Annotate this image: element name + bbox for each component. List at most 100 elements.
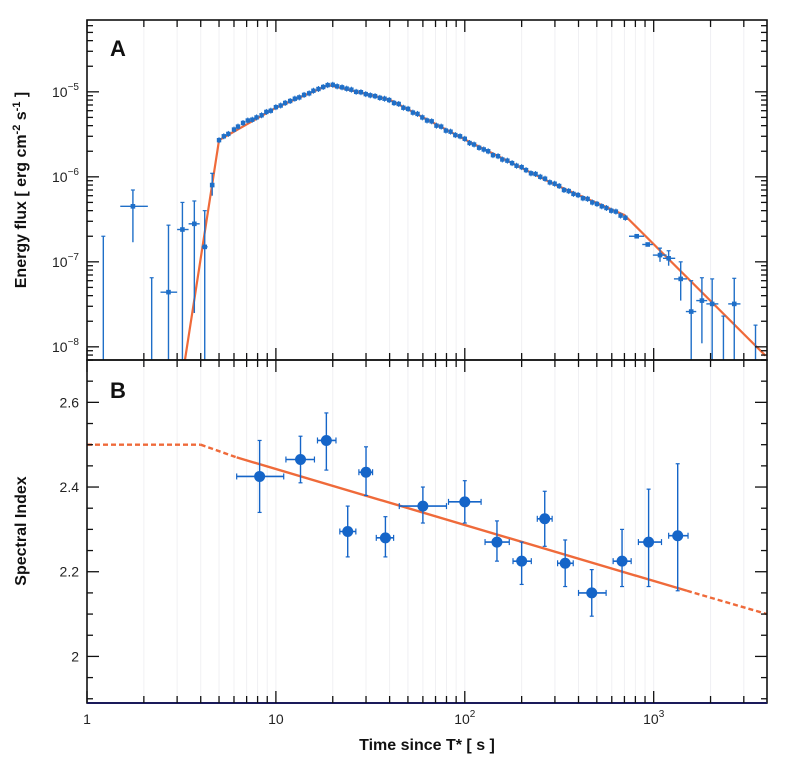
data-point <box>586 587 598 599</box>
data-point <box>415 111 420 117</box>
data-point <box>448 129 453 134</box>
data-point <box>311 88 316 93</box>
data-point <box>429 119 434 124</box>
tick-base: 10 <box>52 84 68 100</box>
data-point <box>556 183 562 189</box>
data-point <box>325 82 330 88</box>
data-point <box>264 109 269 115</box>
tick-base: 10 <box>52 254 68 270</box>
data-point <box>491 536 503 548</box>
data-point <box>344 86 349 91</box>
data-point <box>476 145 482 150</box>
data-point <box>500 157 505 162</box>
data-point <box>613 209 619 214</box>
fit-dashed-early <box>200 443 238 459</box>
data-point <box>523 167 529 173</box>
data-point <box>516 555 528 567</box>
data-point <box>457 134 463 139</box>
data-point <box>594 201 600 207</box>
data-point <box>417 500 429 512</box>
data-point <box>495 153 501 159</box>
data-point <box>405 106 411 112</box>
data-point <box>561 187 567 193</box>
data-point <box>505 158 510 163</box>
tick-exponent: −5 <box>68 82 80 93</box>
data-point <box>180 227 185 232</box>
data-point <box>438 124 444 129</box>
y-tick-label-b: 2.2 <box>60 564 80 580</box>
tick-base: 10 <box>52 169 68 185</box>
data-point <box>282 100 288 106</box>
data-point <box>254 115 259 120</box>
data-point <box>604 205 609 211</box>
data-point <box>657 252 663 258</box>
x-axis-title: Time since T* [ s ] <box>359 737 495 754</box>
data-point <box>259 113 264 118</box>
data-point <box>420 115 425 120</box>
data-point <box>166 289 171 295</box>
data-point <box>528 171 534 176</box>
data-point <box>231 127 237 132</box>
data-point <box>571 191 576 197</box>
data-point <box>462 136 467 142</box>
data-point <box>278 103 283 108</box>
tick-exponent: −7 <box>68 252 80 263</box>
data-point <box>192 221 197 227</box>
x-tick-label: 102 <box>454 709 476 727</box>
tick-base: 1 <box>83 711 91 727</box>
data-point <box>618 213 623 218</box>
data-point <box>731 301 737 307</box>
tick-exponent: −6 <box>68 167 80 178</box>
data-point <box>424 118 430 123</box>
data-point <box>538 174 543 180</box>
data-point <box>320 434 332 446</box>
data-point <box>410 110 416 115</box>
tick-labels: 10−510−610−710−82.62.42.221 10 102 103 <box>52 82 665 727</box>
data-point <box>287 98 293 104</box>
data-point <box>443 128 449 133</box>
data-point <box>368 93 373 98</box>
data-point <box>353 89 359 95</box>
data-point <box>552 181 557 186</box>
data-point <box>678 276 683 282</box>
data-point <box>130 204 136 209</box>
data-point <box>490 152 496 158</box>
data-point <box>334 84 340 89</box>
tick-exponent: 3 <box>659 709 665 720</box>
data-point <box>559 557 571 569</box>
data-point <box>250 117 255 122</box>
data-point <box>519 164 524 170</box>
data-point <box>295 454 307 466</box>
x-tick-label: 1 <box>83 711 91 727</box>
data-point <box>226 131 231 137</box>
data-point <box>616 555 628 567</box>
fit-dashed-late <box>686 589 767 616</box>
tick-base: 10 <box>268 711 284 727</box>
data-point <box>358 90 364 95</box>
tick-exponent: −8 <box>68 337 80 348</box>
data-point <box>396 101 401 107</box>
data-point <box>292 96 298 101</box>
data-point <box>387 97 392 103</box>
data-point <box>342 526 354 537</box>
data-point <box>330 82 335 87</box>
data-point <box>434 123 439 128</box>
data-point <box>372 93 378 99</box>
data-point <box>672 530 684 542</box>
panel-b-y-axis-title: Spectral Index <box>13 476 30 585</box>
data-point <box>509 160 515 166</box>
data-point <box>471 142 477 147</box>
data-point <box>221 134 227 139</box>
data-point <box>514 163 519 168</box>
data-point <box>688 309 694 314</box>
y-tick-label-a: 10−5 <box>52 82 79 100</box>
y-tick-label-b: 2 <box>71 648 79 664</box>
y-tick-label-b: 2.6 <box>60 394 80 410</box>
panel-b-label: B <box>110 378 126 403</box>
data-point <box>709 301 715 307</box>
data-point <box>643 536 655 548</box>
data-point <box>254 470 266 482</box>
data-point <box>306 91 312 96</box>
data-point <box>273 104 279 110</box>
